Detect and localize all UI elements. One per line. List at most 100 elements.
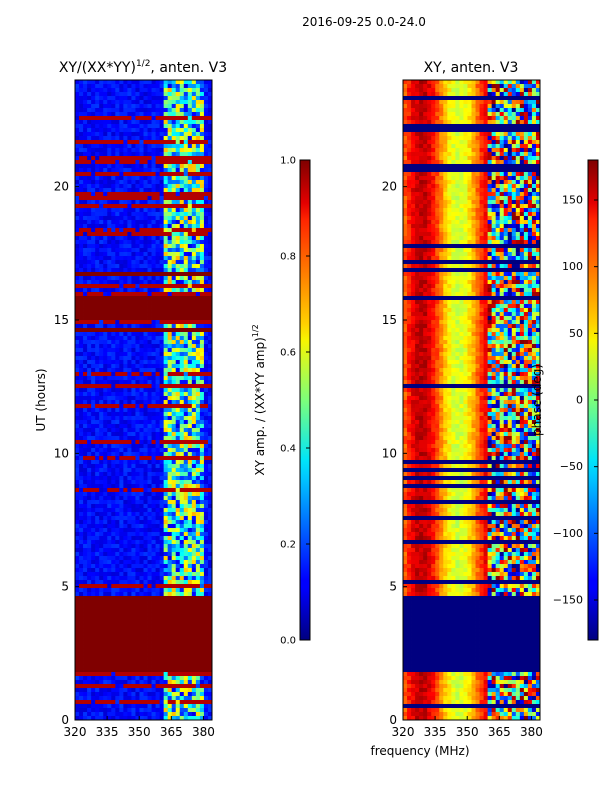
heatmap-cell [187, 180, 193, 185]
heatmap-cell [183, 284, 189, 289]
heatmap-cell [147, 168, 152, 173]
heatmap-cell [199, 192, 205, 197]
heatmap-cell [151, 232, 156, 237]
heatmap-cell [179, 612, 185, 617]
heatmap-cell [151, 564, 156, 569]
heatmap-cell [119, 404, 124, 409]
heatmap-cell [135, 492, 140, 497]
heatmap-cell [103, 580, 108, 585]
heatmap-cell [179, 368, 185, 373]
heatmap-cell [135, 316, 140, 321]
heatmap-cell [195, 116, 201, 121]
heatmap-cell [147, 324, 152, 329]
heatmap-cell [115, 604, 120, 609]
heatmap-cell [187, 348, 193, 353]
heatmap-cell [207, 216, 213, 221]
heatmap-cell [99, 392, 104, 397]
heatmap-cell [107, 352, 112, 357]
heatmap-cell [99, 304, 104, 309]
heatmap-cell [103, 172, 108, 177]
heatmap-cell [151, 396, 156, 401]
heatmap-cell [151, 184, 156, 189]
heatmap-cell [175, 604, 181, 609]
heatmap-cell [91, 148, 96, 153]
heatmap-cell [207, 488, 213, 493]
heatmap-cell [167, 644, 173, 649]
heatmap-cell [115, 316, 120, 321]
heatmap-cell [107, 656, 112, 661]
heatmap-cell [155, 224, 161, 229]
heatmap-cell [123, 396, 128, 401]
heatmap-cell [75, 252, 80, 257]
heatmap-cell [207, 296, 213, 301]
heatmap-cell [147, 216, 152, 221]
heatmap-cell [199, 84, 205, 89]
heatmap-cell [79, 236, 84, 241]
heatmap-cell [79, 276, 84, 281]
heatmap-cell [95, 96, 100, 101]
heatmap-cell [131, 352, 136, 357]
heatmap-cell [99, 584, 104, 589]
heatmap-cell [99, 340, 104, 345]
heatmap-cell [139, 392, 144, 397]
heatmap-cell [203, 544, 209, 549]
heatmap-cell [99, 384, 104, 389]
heatmap-cell [207, 472, 213, 477]
heatmap-cell [203, 136, 209, 141]
heatmap-cell [203, 384, 209, 389]
heatmap-cell [195, 528, 201, 533]
heatmap-cell [203, 436, 209, 441]
heatmap-cell [87, 616, 92, 621]
heatmap-cell [203, 444, 209, 449]
heatmap-cell [207, 544, 213, 549]
heatmap-cell [147, 580, 152, 585]
heatmap-cell [151, 312, 156, 317]
heatmap-cell [159, 216, 165, 221]
heatmap-cell [75, 572, 80, 577]
heatmap-cell [171, 392, 177, 397]
heatmap-cell [103, 528, 108, 533]
heatmap-cell [135, 520, 140, 525]
heatmap-cell [191, 128, 197, 133]
heatmap-cell [99, 440, 104, 445]
heatmap-cell [151, 148, 156, 153]
heatmap-cell [163, 284, 169, 289]
heatmap-cell [99, 140, 104, 145]
heatmap-cell [103, 128, 108, 133]
heatmap-cell [123, 512, 128, 517]
heatmap-cell [159, 332, 165, 337]
heatmap-cell [99, 88, 104, 93]
heatmap-cell [123, 272, 128, 277]
heatmap-cell [195, 140, 201, 145]
heatmap-cell [99, 660, 104, 665]
heatmap-cell [135, 212, 140, 217]
heatmap-cell [103, 352, 108, 357]
heatmap-cell [195, 212, 201, 217]
heatmap-cell [195, 640, 201, 645]
heatmap-cell [195, 224, 201, 229]
heatmap-cell [199, 612, 205, 617]
heatmap-cell [123, 236, 128, 241]
heatmap-cell [139, 148, 144, 153]
heatmap-cell [131, 80, 136, 85]
heatmap-cell [139, 496, 144, 501]
heatmap-cell [199, 536, 205, 541]
heatmap-cell [131, 572, 136, 577]
heatmap-cell [95, 464, 100, 469]
heatmap-cell [131, 372, 136, 377]
heatmap-cell [151, 100, 156, 105]
heatmap-cell [179, 380, 185, 385]
heatmap-cell [79, 80, 84, 85]
heatmap-cell [83, 452, 88, 457]
heatmap-cell [175, 240, 181, 245]
heatmap-cell [159, 260, 165, 265]
heatmap-cell [131, 512, 136, 517]
heatmap-cell [199, 204, 205, 209]
heatmap-cell [119, 532, 124, 537]
heatmap-cell [171, 220, 177, 225]
heatmap-cell [195, 196, 201, 201]
heatmap-cell [115, 192, 120, 197]
heatmap-cell [115, 524, 120, 529]
heatmap-cell [91, 384, 96, 389]
heatmap-cell [187, 640, 193, 645]
